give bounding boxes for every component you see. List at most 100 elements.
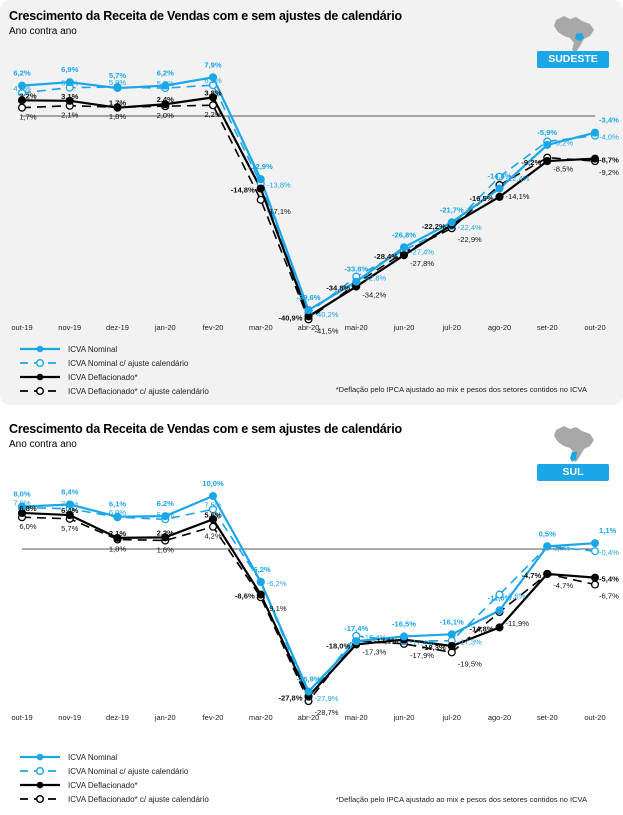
- data-label-nominal: -16,1%: [440, 617, 464, 626]
- line-chart-sudeste: out-19 nov-19 dez-19 jan-20 fev-20 mar-20 abr-…: [11, 60, 619, 335]
- legend-marker-dashed-blue: [20, 359, 60, 367]
- data-label-deflacionado: -18,3%: [422, 643, 446, 652]
- data-point-nominal: [543, 140, 552, 149]
- chart-panel-sul: Crescimento da Receita de Vendas com e s…: [0, 410, 623, 815]
- data-point-nominal-adj: [495, 172, 504, 181]
- data-point-nominal: [447, 218, 456, 227]
- data-point-nominal: [17, 502, 27, 511]
- data-label-deflacionado: -18,0%: [326, 641, 350, 650]
- data-label-deflacionado-adj: -17,3%: [362, 648, 386, 657]
- data-point-deflacionado: [65, 511, 74, 520]
- data-label-nominal: 5,7%: [109, 71, 127, 80]
- x-tick-label: dez-19: [106, 323, 129, 332]
- data-point-nominal: [161, 81, 170, 90]
- legend-marker-solid-black: [20, 373, 60, 381]
- data-label-deflacionado-adj: 2,0%: [157, 111, 175, 120]
- data-point-deflacionado: [113, 103, 122, 112]
- data-label-deflacionado-adj: 2,2%: [204, 110, 222, 119]
- data-point-nominal: [495, 606, 504, 615]
- data-label-deflacionado-adj: -41,5%: [315, 326, 339, 335]
- data-label-nominal: 7,9%: [204, 60, 222, 69]
- data-point-deflacionado: [447, 641, 456, 651]
- data-label-nominal-adj: -12,4%: [506, 174, 530, 183]
- chart-subtitle: Ano contra ano: [9, 26, 77, 37]
- data-point-nominal: [399, 243, 409, 252]
- x-tick-label: ago-20: [488, 713, 511, 722]
- x-tick-label: mai-20: [345, 713, 368, 722]
- data-label-deflacionado-adj: -27,8%: [410, 259, 434, 268]
- data-label-deflacionado-adj: -17,1%: [267, 207, 291, 216]
- data-label-deflacionado-adj: -28,7%: [315, 708, 339, 717]
- data-label-deflacionado: -16,5%: [469, 194, 493, 203]
- data-label-nominal: -16,5%: [392, 619, 416, 628]
- data-label-nominal: -39,6%: [296, 293, 320, 302]
- data-label-nominal: -33,8%: [344, 265, 368, 274]
- data-label-deflacionado-adj: -8,5%: [553, 165, 573, 174]
- data-label-deflacionado-adj: 1,6%: [157, 546, 175, 555]
- x-tick-label: set-20: [537, 323, 558, 332]
- region-badge: SUDESTE: [537, 51, 609, 68]
- data-label-deflacionado: -22,2%: [422, 222, 446, 231]
- legend-marker-dashed-black: [20, 387, 60, 395]
- chart-title: Crescimento da Receita de Vendas com e s…: [9, 9, 402, 23]
- data-label-nominal-adj: -27,9%: [315, 694, 339, 703]
- data-label-nominal-adj: 0,5%: [553, 543, 571, 552]
- data-label-nominal-adj: 6,3%: [204, 76, 222, 85]
- x-tick-label: out-20: [584, 323, 605, 332]
- data-label-deflacionado: -5,4%: [599, 575, 619, 584]
- x-tick-label: fev-20: [203, 713, 224, 722]
- data-label-deflacionado: 2,2%: [157, 528, 175, 537]
- series-line-deflacionado: [21, 96, 596, 318]
- data-point-nominal: [208, 73, 218, 82]
- data-label-nominal: -12,9%: [249, 162, 273, 171]
- data-point-deflacionado: [495, 623, 504, 632]
- data-label-nominal-adj: -27,4%: [410, 247, 434, 256]
- data-point-nominal: [590, 539, 600, 548]
- data-label-deflacionado: -17,1%: [374, 637, 398, 646]
- highlighted-region: [575, 33, 584, 41]
- data-point-deflacionado-adj: [590, 580, 600, 589]
- data-point-deflacionado-adj: [17, 103, 27, 112]
- data-label-nominal-adj: 5,6%: [157, 510, 175, 519]
- data-label-deflacionado: 3,1%: [61, 92, 79, 101]
- data-label-nominal-adj: 7,8%: [13, 499, 31, 508]
- line-chart-sul: out-19 nov-19 dez-19 jan-20 fev-20 mar-20 abr-…: [11, 479, 619, 722]
- data-label-nominal: 1,1%: [599, 526, 617, 535]
- data-point-deflacionado: [543, 157, 552, 166]
- legend-item-nominal: ICVA Nominal: [20, 342, 209, 356]
- x-tick-label: dez-19: [106, 713, 129, 722]
- legend-marker-dashed-black: [20, 795, 60, 803]
- x-tick-label: jul-20: [442, 323, 461, 332]
- data-label-deflacionado: -40,9%: [278, 313, 302, 322]
- data-label-nominal: 6,2%: [157, 69, 175, 78]
- data-label-nominal-adj: -5,2%: [553, 138, 573, 147]
- data-label-nominal: 10,0%: [202, 479, 224, 488]
- data-point-nominal: [352, 637, 361, 646]
- data-point-deflacionado: [543, 569, 552, 578]
- data-label-nominal-adj: -8,6%: [506, 592, 526, 601]
- data-label-deflacionado: 6,8%: [19, 504, 37, 513]
- data-point-nominal: [543, 542, 552, 551]
- data-point-nominal: [399, 632, 409, 641]
- x-tick-label: mar-20: [249, 323, 273, 332]
- data-point-nominal: [304, 687, 313, 696]
- data-label-deflacionado-adj: -34,2%: [362, 291, 386, 300]
- brazil-map-icon: [554, 16, 594, 52]
- series-line-deflacionado-adj: [21, 104, 596, 321]
- data-point-deflacionado: [590, 154, 600, 163]
- data-label-deflacionado-adj: 1,8%: [109, 544, 127, 553]
- data-label-deflacionado: -14,8%: [469, 624, 493, 633]
- data-point-deflacionado: [256, 184, 265, 193]
- data-label-nominal: -26,8%: [392, 230, 416, 239]
- data-point-deflacionado: [161, 533, 170, 542]
- footnote: *Deflação pelo IPCA ajustado ao mix e pe…: [335, 385, 587, 394]
- data-point-nominal: [495, 184, 504, 193]
- data-label-deflacionado: 1,7%: [109, 99, 127, 108]
- data-label-nominal: 6,9%: [61, 65, 79, 74]
- data-point-deflacionado: [113, 533, 122, 542]
- data-point-deflacionado: [208, 93, 218, 102]
- data-point-nominal: [304, 305, 313, 315]
- data-label-nominal-adj: -4,0%: [599, 133, 619, 142]
- x-tick-label: mar-20: [249, 713, 273, 722]
- region-badge: SUL: [537, 464, 609, 481]
